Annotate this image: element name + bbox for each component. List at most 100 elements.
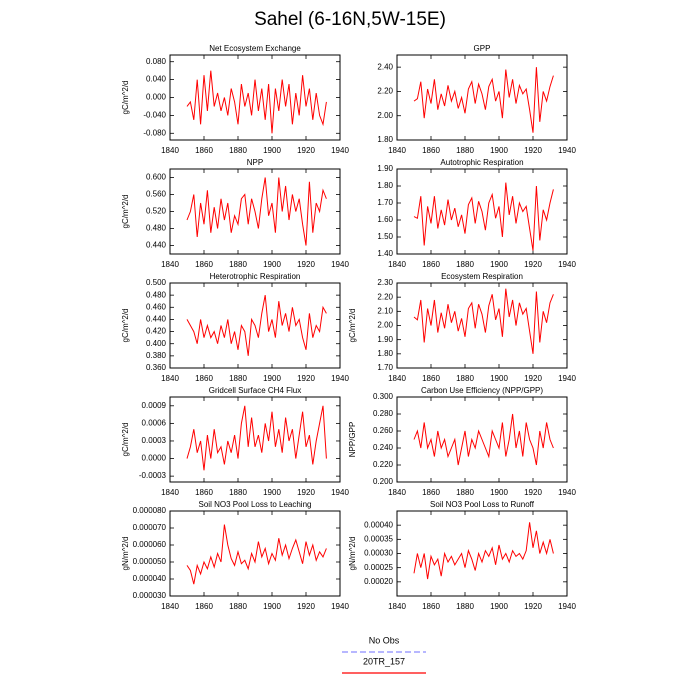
- y-tick-label: 2.20: [377, 292, 393, 301]
- y-tick-label: 0.440: [146, 241, 167, 250]
- x-tick-label: 1940: [331, 488, 349, 497]
- x-tick-label: 1920: [524, 146, 542, 155]
- x-tick-label: 1880: [456, 374, 474, 383]
- panel-title: Ecosystem Respiration: [441, 272, 523, 281]
- x-tick-label: 1880: [229, 602, 247, 611]
- x-tick-label: 1840: [161, 146, 179, 155]
- data-line: [413, 522, 554, 580]
- x-tick-label: 1940: [331, 146, 349, 155]
- y-axis-label: gN/m^2/d: [348, 537, 357, 571]
- y-axis-label: gC/m^2/d: [121, 423, 130, 457]
- y-axis-label: gN/m^2/d: [121, 537, 130, 571]
- x-tick-label: 1880: [456, 260, 474, 269]
- y-tick-label: 0.500: [146, 278, 167, 287]
- x-tick-label: 1860: [422, 374, 440, 383]
- y-tick-label: 0.480: [146, 224, 167, 233]
- y-tick-label: 0.000080: [133, 506, 167, 515]
- panel-title: Autotrophic Respiration: [440, 158, 523, 167]
- data-line: [186, 524, 327, 585]
- panel-title: Gridcell Surface CH4 Flux: [209, 386, 301, 395]
- y-tick-label: 0.220: [373, 460, 394, 469]
- x-tick-label: 1940: [331, 602, 349, 611]
- y-tick-label: 0.260: [373, 426, 394, 435]
- y-tick-label: 1.70: [377, 363, 393, 372]
- y-tick-label: -0.040: [143, 111, 166, 120]
- x-tick-label: 1900: [263, 146, 281, 155]
- x-tick-label: 1920: [297, 260, 315, 269]
- y-tick-label: -0.0003: [139, 471, 167, 480]
- x-tick-label: 1900: [490, 602, 508, 611]
- y-tick-label: 0.300: [373, 392, 394, 401]
- x-tick-label: 1860: [422, 260, 440, 269]
- x-tick-label: 1940: [558, 374, 576, 383]
- panel-title: NPP: [247, 158, 263, 167]
- y-tick-label: 1.90: [377, 164, 393, 173]
- panel-title: GPP: [474, 44, 491, 53]
- x-tick-label: 1920: [297, 602, 315, 611]
- y-tick-label: 0.460: [146, 302, 167, 311]
- y-tick-label: 0.520: [146, 207, 167, 216]
- y-tick-label: 2.00: [377, 111, 393, 120]
- x-tick-label: 1840: [161, 260, 179, 269]
- y-tick-label: 0.360: [146, 363, 167, 372]
- y-tick-label: 0.0000: [142, 454, 167, 463]
- x-tick-label: 1940: [558, 488, 576, 497]
- x-tick-label: 1940: [558, 260, 576, 269]
- y-tick-label: 0.380: [146, 351, 167, 360]
- panel-title: Heterotrophic Respiration: [210, 272, 301, 281]
- y-tick-label: 0.000040: [133, 574, 167, 583]
- x-tick-label: 1900: [490, 374, 508, 383]
- plot-frame: [169, 168, 341, 255]
- plot-frame: [396, 168, 568, 255]
- x-tick-label: 1860: [195, 146, 213, 155]
- legend-label: 20TR_157: [363, 656, 405, 666]
- y-tick-label: 0.600: [146, 173, 167, 182]
- legend-label: No Obs: [369, 635, 400, 645]
- y-axis-label: gC/m^2/d: [121, 309, 130, 343]
- x-tick-label: 1920: [524, 260, 542, 269]
- x-tick-label: 1860: [195, 602, 213, 611]
- x-tick-label: 1840: [161, 602, 179, 611]
- y-tick-label: 0.00020: [364, 577, 393, 586]
- y-tick-label: 1.80: [377, 349, 393, 358]
- x-tick-label: 1920: [524, 488, 542, 497]
- x-tick-label: 1860: [195, 374, 213, 383]
- y-axis-label: gC/m^2/d: [348, 309, 357, 343]
- y-tick-label: 0.200: [373, 477, 394, 486]
- x-tick-label: 1860: [422, 488, 440, 497]
- x-tick-label: 1860: [422, 602, 440, 611]
- x-tick-label: 1940: [331, 374, 349, 383]
- data-line: [413, 182, 554, 251]
- x-tick-label: 1900: [263, 602, 281, 611]
- y-tick-label: 1.60: [377, 215, 393, 224]
- y-axis-label: gC/m^2/d: [121, 81, 130, 115]
- y-tick-label: 0.000050: [133, 557, 167, 566]
- x-tick-label: 1880: [229, 488, 247, 497]
- y-tick-label: 0.0009: [142, 401, 167, 410]
- x-tick-label: 1840: [388, 374, 406, 383]
- data-line: [413, 413, 554, 466]
- plot-frame: [169, 54, 341, 141]
- x-tick-label: 1900: [490, 260, 508, 269]
- x-tick-label: 1860: [195, 260, 213, 269]
- y-tick-label: 0.480: [146, 290, 167, 299]
- y-tick-label: 1.90: [377, 335, 393, 344]
- data-line: [186, 295, 327, 356]
- y-tick-label: 0.420: [146, 327, 167, 336]
- x-tick-label: 1880: [229, 260, 247, 269]
- x-tick-label: 1900: [490, 146, 508, 155]
- x-tick-label: 1920: [524, 374, 542, 383]
- x-tick-label: 1840: [388, 260, 406, 269]
- x-tick-label: 1900: [263, 374, 281, 383]
- plot-frame: [169, 396, 341, 483]
- plot-frame: [396, 282, 568, 369]
- x-tick-label: 1860: [195, 488, 213, 497]
- y-tick-label: 2.20: [377, 87, 393, 96]
- panel-title: Net Ecosystem Exchange: [209, 44, 301, 53]
- y-tick-label: 2.30: [377, 278, 393, 287]
- data-line: [186, 405, 327, 471]
- x-tick-label: 1880: [229, 146, 247, 155]
- x-tick-label: 1940: [558, 602, 576, 611]
- y-tick-label: 1.80: [377, 135, 393, 144]
- y-tick-label: 0.440: [146, 315, 167, 324]
